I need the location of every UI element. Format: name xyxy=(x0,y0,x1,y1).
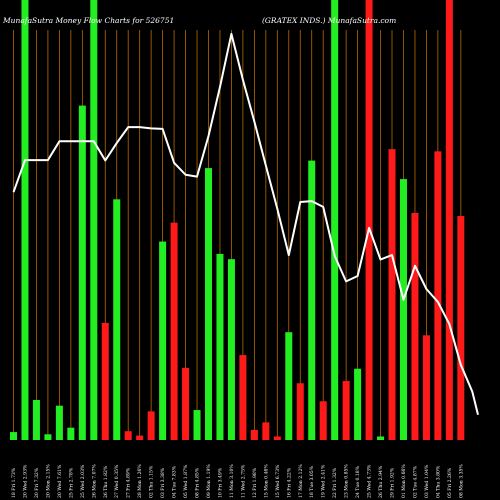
inflow-bar xyxy=(216,253,224,440)
x-tick-label: 08 Mon 3.35% xyxy=(458,464,464,498)
outflow-bar xyxy=(101,322,109,440)
x-tick-label: 15 Mon 0.46% xyxy=(263,464,269,498)
chart-header-right: (GRATEX INDS.) MunafaSutra.com xyxy=(262,16,396,25)
inflow-bar xyxy=(285,332,293,440)
x-tick-label: 20 Wed 2.93% xyxy=(22,464,28,498)
x-tick-label: 03 Fri 3.38% xyxy=(160,467,166,498)
outflow-bar xyxy=(239,355,247,440)
inflow-bar xyxy=(113,199,121,440)
outflow-bar xyxy=(411,212,419,440)
x-tick-label: 16 Fri 4.22% xyxy=(286,467,292,498)
x-tick-label: 11 Wed 2.75% xyxy=(240,464,246,498)
inflow-bar xyxy=(399,179,407,440)
inflow-bar xyxy=(32,399,40,440)
x-tick-label: 19 Wed 2.41% xyxy=(321,464,327,498)
outflow-bar xyxy=(136,435,144,440)
x-tick-label: 27 Wed 0.35% xyxy=(114,464,120,498)
x-tick-label: 08 Fri 4.85% xyxy=(195,467,201,498)
x-tick-label: 18 Tue 3.05% xyxy=(309,465,315,498)
inflow-bar xyxy=(21,0,29,440)
x-tick-label: 20 Wed 7.61% xyxy=(57,464,63,498)
x-tick-label: 27 Fri 4.89% xyxy=(126,467,132,498)
outflow-bar xyxy=(124,431,132,440)
inflow-bar xyxy=(227,259,235,440)
x-tick-label: 25 Fri 2.78% xyxy=(68,467,74,498)
inflow-bar xyxy=(377,436,385,440)
x-tick-label: 20 Fri 7.32% xyxy=(34,467,40,498)
x-tick-label: 05 Wed 1.87% xyxy=(183,464,189,498)
x-tick-label: 10 Fri 3.49% xyxy=(217,467,223,498)
outflow-bar xyxy=(434,151,442,441)
x-tick-label: 26 Thu 2.94% xyxy=(378,465,384,498)
outflow-bar xyxy=(365,0,373,440)
outflow-bar xyxy=(342,381,350,440)
x-tick-label: 02 Thu 1.15% xyxy=(149,465,155,498)
x-tick-label: 26 Mon 7.07% xyxy=(91,464,97,498)
outflow-bar xyxy=(457,216,465,440)
x-tick-label: 11 Mon 3.10% xyxy=(229,464,235,498)
x-tick-label: 04 Thu 3.80% xyxy=(435,465,441,498)
x-tick-label: 25 Wed 2.03% xyxy=(80,464,86,498)
x-tick-label: 03 Wed 1.04% xyxy=(424,464,430,498)
inflow-bar xyxy=(159,241,167,440)
x-tick-labels: 18 Fri 1.73% 20 Wed 2.93% 20 Fri 7.32% 20 M… xyxy=(11,464,464,498)
x-tick-label: 02 Tue 4.87% xyxy=(412,465,418,498)
inflow-bar xyxy=(10,432,17,440)
x-tick-label: 26 Thu 1.82% xyxy=(103,465,109,498)
outflow-bar xyxy=(182,367,190,440)
inflow-bar xyxy=(331,0,339,440)
chart-header-left: MunafaSutra Money Flow Charts for 526751 xyxy=(2,16,174,25)
x-tick-label: 15 Wed 6.73% xyxy=(275,464,281,498)
x-tick-label: 25 Wed 4.73% xyxy=(367,464,373,498)
x-tick-label: 12 Fri 1.98% xyxy=(252,467,258,498)
outflow-bar xyxy=(445,0,453,440)
bar-series xyxy=(10,0,465,441)
inflow-bar xyxy=(44,434,52,440)
x-tick-label: 18 Fri 1.73% xyxy=(11,467,17,498)
outflow-bar xyxy=(388,149,396,440)
outflow-bar xyxy=(296,383,304,440)
outflow-bar xyxy=(273,436,281,440)
x-tick-label: 28 Mon 1.26% xyxy=(137,464,143,498)
x-tick-label: 29 Fri 1.92% xyxy=(390,467,396,498)
x-tick-label: 20 Mon 2.15% xyxy=(45,464,51,498)
inflow-bar xyxy=(354,368,362,440)
inflow-bar xyxy=(67,427,75,440)
inflow-bar xyxy=(78,105,86,440)
x-tick-label: 09 Mon 1.19% xyxy=(206,464,212,498)
x-tick-label: 01 Mon 0.66% xyxy=(401,464,407,498)
outflow-bar xyxy=(170,222,178,440)
price-line xyxy=(12,32,479,415)
inflow-bar xyxy=(90,0,98,440)
inflow-bar xyxy=(193,410,201,440)
outflow-bar xyxy=(250,429,258,440)
x-tick-label: 04 Tue 7.83% xyxy=(172,465,178,498)
outflow-bar xyxy=(262,422,270,440)
inflow-bar xyxy=(204,168,212,440)
outflow-bar xyxy=(147,411,155,440)
x-tick-label: 05 Fri 2.26% xyxy=(447,467,453,498)
outflow-bar xyxy=(319,401,327,440)
x-tick-label: 24 Tue 0.18% xyxy=(355,465,361,498)
x-tick-label: 17 Mon 2.12% xyxy=(298,464,304,498)
inflow-bar xyxy=(308,160,316,440)
x-tick-label: 23 Mon 0.85% xyxy=(344,464,350,498)
price-line-series xyxy=(12,32,479,415)
x-tick-label: 22 Fri 1.32% xyxy=(332,467,338,498)
outflow-bar xyxy=(422,335,430,440)
inflow-bar xyxy=(55,405,63,440)
